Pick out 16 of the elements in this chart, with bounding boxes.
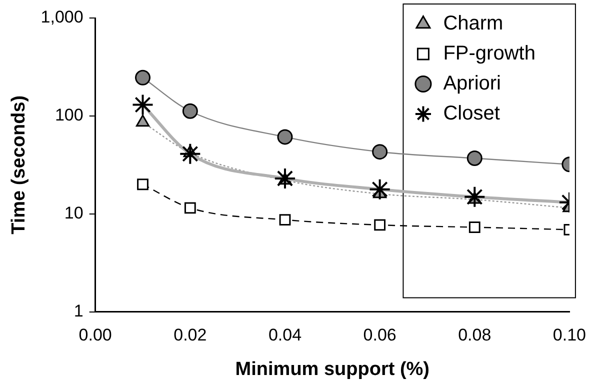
x-axis-title: Minimum support (%) [235,358,430,380]
x-tick-label: 0.00 [78,326,112,345]
x-tick-label: 0.10 [552,326,586,345]
y-tick-label: 100 [54,106,84,125]
y-tick-label: 1 [74,301,84,320]
legend-label: Closet [443,102,500,125]
x-tick-label: 0.08 [458,326,492,345]
legend-label: Apriori [443,72,502,95]
x-tick-label: 0.02 [174,326,207,345]
x-tick-label: 0.06 [363,326,396,345]
legend-label: FP-growth [443,42,536,65]
x-tick-label: 0.04 [268,326,302,345]
y-tick-label: 10 [64,204,84,223]
y-tick-label: 1,000 [40,8,84,27]
legend-label: Charm [443,12,504,35]
y-axis-title: Time (seconds) [8,95,30,234]
